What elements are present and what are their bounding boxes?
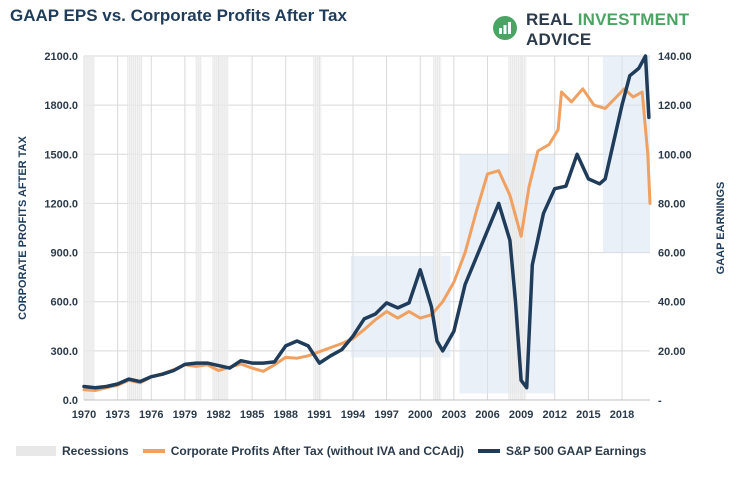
y-tick-label-right: 80.00	[658, 198, 686, 210]
legend-swatch-earnings	[478, 449, 501, 453]
legend-swatch-profits	[142, 449, 165, 453]
x-tick-label: 2000	[408, 409, 432, 421]
recession-band	[84, 56, 95, 400]
legend-item-profits: Corporate Profits After Tax (without IVA…	[142, 444, 465, 458]
x-tick-label: 1991	[307, 409, 331, 421]
x-tick-label: 1985	[240, 409, 264, 421]
y-tick-label-left: 1800.0	[44, 100, 78, 112]
y-tick-label-right: 20.00	[658, 346, 686, 358]
legend-label-profits: Corporate Profits After Tax (without IVA…	[170, 444, 465, 458]
highlight-box	[459, 154, 555, 394]
y-tick-label-left: 1200.0	[44, 198, 78, 210]
brand-name-accent: INVESTMENT	[577, 10, 690, 29]
x-tick-label: 2003	[442, 409, 466, 421]
chart-bars-icon	[492, 15, 518, 46]
y-axis-title-right: GAAP EARNINGS	[715, 182, 727, 275]
y-tick-label-left: 300.0	[50, 346, 78, 358]
legend-item-recessions: Recessions	[16, 444, 129, 458]
series-line-earnings	[82, 54, 651, 390]
brand-logo: REAL INVESTMENT ADVICE	[492, 10, 736, 50]
chart-title: GAAP EPS vs. Corporate Profits After Tax	[10, 6, 347, 25]
x-tick-label: 1973	[105, 409, 129, 421]
x-tick-label: 2012	[542, 409, 566, 421]
legend-label-recessions: Recessions	[62, 444, 129, 458]
y-tick-label-left: 600.0	[50, 297, 78, 309]
legend-item-earnings: S&P 500 GAAP Earnings	[478, 444, 646, 458]
x-tick-label: 1997	[374, 409, 398, 421]
legend-label-earnings: S&P 500 GAAP Earnings	[506, 444, 647, 458]
y-tick-label-left: 0.0	[63, 395, 78, 407]
legend-swatch-recessions	[16, 446, 56, 456]
x-tick-label: 2018	[610, 409, 634, 421]
y-tick-label-left: 1500.0	[44, 149, 78, 161]
y-tick-label-right: 60.00	[658, 248, 686, 260]
chart-legend: Recessions Corporate Profits After Tax (…	[16, 444, 660, 458]
y-tick-label-left: 900.0	[50, 248, 78, 260]
y-axis-title-left: CORPORATE PROFITS AFTER TAX	[17, 135, 29, 319]
y-tick-label-right: 140.00	[658, 51, 692, 63]
y-tick-label-left: 2100.0	[44, 51, 78, 63]
y-tick-label-right: -	[658, 395, 662, 407]
x-tick-label: 1994	[341, 409, 366, 421]
recession-band	[127, 56, 143, 400]
recession-band	[196, 56, 202, 400]
x-tick-label: 1976	[139, 409, 163, 421]
x-tick-label: 1979	[173, 409, 197, 421]
y-tick-label-right: 120.00	[658, 100, 692, 112]
x-tick-label: 2009	[509, 409, 533, 421]
x-tick-label: 1988	[274, 409, 298, 421]
x-tick-label: 1982	[206, 409, 230, 421]
brand-name-prefix: REAL	[526, 10, 578, 29]
x-tick-label: 2015	[576, 409, 600, 421]
x-tick-label: 1970	[72, 409, 96, 421]
x-tick-label: 2006	[475, 409, 499, 421]
brand-name-suffix: ADVICE	[526, 30, 592, 49]
y-tick-label-right: 100.00	[658, 149, 692, 161]
brand-name: REAL INVESTMENT ADVICE	[526, 10, 736, 50]
y-tick-label-right: 40.00	[658, 297, 686, 309]
